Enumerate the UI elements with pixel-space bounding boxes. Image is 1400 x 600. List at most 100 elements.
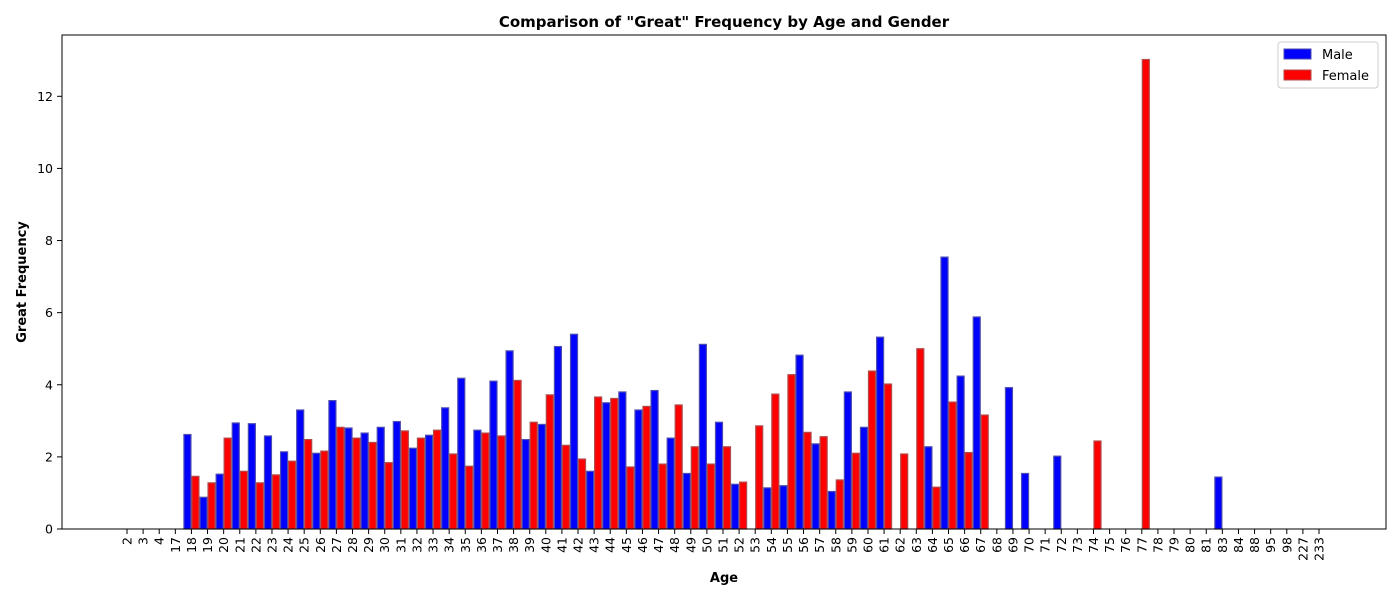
x-tick-label: 56: [796, 537, 811, 553]
bar-male: [811, 443, 820, 530]
bar-male: [521, 438, 530, 530]
bar-female: [980, 414, 989, 530]
x-tick-label: 28: [345, 537, 360, 553]
bar-female: [255, 482, 264, 530]
x-tick-label: 49: [683, 537, 698, 553]
bar-female: [207, 482, 216, 530]
x-tick-label: 46: [635, 537, 650, 553]
bar-male: [312, 452, 321, 530]
bar-female: [449, 453, 458, 530]
axes-spines: [61, 34, 1387, 530]
bar-male: [360, 432, 369, 530]
bar-male: [1214, 476, 1223, 530]
x-tick-label: 68: [989, 537, 1004, 553]
x-tick-label: 77: [1134, 537, 1149, 553]
x-tick-label: 55: [780, 537, 795, 553]
x-tick-label: 58: [828, 537, 843, 553]
x-tick-label: 36: [474, 537, 489, 553]
bar-female: [368, 441, 377, 530]
bar-female: [271, 474, 281, 530]
x-tick-label: 29: [361, 537, 376, 553]
x-tick-label: 69: [1005, 537, 1020, 553]
bar-male: [247, 423, 256, 530]
x-tick-label: 63: [909, 537, 924, 553]
bar-female: [642, 405, 651, 530]
bar-female: [900, 453, 909, 530]
bar-male: [457, 377, 466, 530]
x-tick-label: 33: [426, 537, 441, 553]
x-tick-label: 24: [281, 537, 296, 553]
x-tick-label: 19: [200, 537, 215, 553]
bar-male: [408, 447, 418, 530]
x-tick-label: 42: [571, 537, 586, 553]
bar-female: [610, 397, 619, 530]
bar-male: [1004, 387, 1014, 530]
bar-female: [787, 374, 796, 530]
bar-female: [932, 486, 941, 530]
x-tick-label: 62: [893, 537, 908, 553]
bar-male: [537, 423, 546, 530]
x-tick-label: 17: [168, 537, 183, 553]
x-tick-label: 43: [587, 537, 602, 553]
bar-female: [626, 466, 635, 530]
bar-male: [1053, 455, 1062, 530]
y-tick-label: 12: [37, 89, 53, 104]
bar-male: [795, 354, 804, 530]
x-tick-label: 18: [184, 537, 199, 553]
x-tick-label: 71: [1038, 537, 1053, 553]
x-tick-label: 51: [716, 537, 731, 553]
x-tick-label: 52: [732, 537, 747, 553]
bar-male: [553, 345, 563, 530]
x-tick-label: 64: [925, 537, 940, 553]
bar-male: [698, 343, 707, 530]
x-tick-label: 45: [619, 537, 634, 553]
bar-male: [473, 429, 482, 530]
legend-swatch-female: [1283, 69, 1312, 81]
bar-female: [416, 437, 426, 530]
x-tick-label: 20: [216, 537, 231, 553]
x-tick-label: 54: [764, 537, 779, 553]
bar-male: [602, 402, 611, 530]
x-tick-label: 35: [458, 537, 473, 553]
bar-male: [1020, 472, 1030, 530]
x-tick-label: 227: [1295, 537, 1310, 561]
bar-female: [481, 432, 490, 530]
bars-group: [183, 58, 1223, 530]
x-tick-label: 32: [409, 537, 424, 553]
y-tick-label: 6: [45, 305, 53, 320]
x-tick-label: 233: [1312, 537, 1327, 561]
x-tick-label: 66: [957, 537, 972, 553]
bar-female: [803, 431, 812, 530]
bar-male: [618, 391, 627, 530]
bar-male: [263, 435, 273, 530]
bar-female: [1141, 58, 1150, 530]
bar-male: [505, 350, 514, 530]
x-tick-label: 40: [538, 537, 553, 553]
bar-male: [183, 433, 192, 530]
x-tick-label: 48: [667, 537, 682, 553]
y-tick-label: 0: [45, 522, 53, 537]
x-tick-label: 84: [1231, 537, 1246, 553]
bar-male: [376, 426, 385, 530]
x-tick-label: 22: [248, 537, 263, 553]
x-tick-label: 53: [748, 537, 763, 553]
bar-female: [722, 446, 732, 530]
x-tick-label: 38: [506, 537, 521, 553]
bar-male: [682, 472, 691, 530]
plot-frame: [61, 34, 1387, 530]
bar-female: [658, 463, 667, 530]
x-tick-label: 80: [1183, 537, 1198, 553]
x-tick-label: 59: [844, 537, 859, 553]
bar-male: [650, 389, 659, 530]
bar-male: [344, 427, 353, 530]
x-tick-label: 75: [1102, 537, 1117, 553]
x-tick-label: 57: [812, 537, 827, 553]
x-tick-label: 44: [603, 537, 618, 553]
legend: Male Female: [1277, 41, 1379, 89]
bar-female: [529, 421, 538, 530]
bar-female: [384, 462, 393, 530]
bar-female: [771, 393, 780, 530]
x-tick-label: 65: [941, 537, 956, 553]
